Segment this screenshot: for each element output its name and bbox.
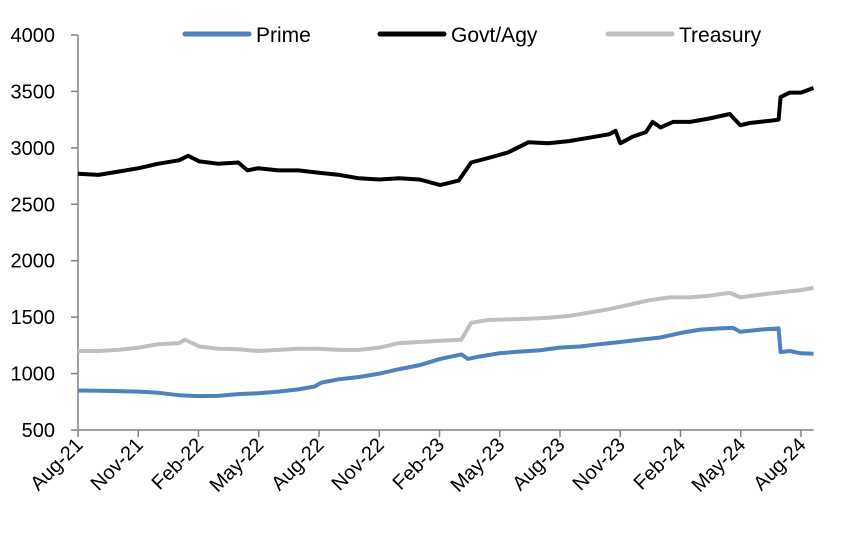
y-tick-label: 1000 (11, 364, 56, 386)
x-tick-label: Nov-22 (328, 434, 389, 495)
legend-label-prime: Prime (256, 24, 311, 47)
x-tick-label: Aug-22 (267, 434, 328, 495)
series-lines (77, 86, 815, 399)
series-line-prime (77, 325, 814, 399)
x-tick-label: May-22 (206, 434, 269, 497)
legend-label-govt-agy: Govt/Agy (451, 24, 538, 47)
x-tick-label: Feb-24 (630, 434, 690, 494)
y-tick-label: 4000 (11, 25, 56, 47)
series-line-govt-agy (77, 86, 815, 188)
x-tick-label: May-24 (688, 434, 751, 497)
x-tick-label: Nov-23 (569, 434, 630, 495)
x-tick-label: Nov-21 (87, 434, 148, 495)
x-tick-label: Aug-23 (508, 434, 569, 495)
series-line-treasury (78, 285, 814, 353)
x-tick-label: Aug-21 (26, 434, 87, 495)
x-tick-label: Feb-23 (389, 434, 449, 494)
legend: Prime Govt/Agy Treasury (182, 24, 762, 47)
y-tick-label: 2000 (11, 251, 56, 273)
y-tick-label: 2500 (11, 194, 56, 216)
legend-label-treasury: Treasury (679, 24, 762, 47)
y-tick-label: 3000 (11, 138, 56, 160)
x-tick-label: Feb-22 (148, 434, 208, 494)
x-tick-label: May-23 (447, 434, 510, 497)
y-tick-label: 1500 (11, 307, 56, 329)
y-tick-label: 500 (22, 420, 55, 442)
x-tick-label: Aug-24 (749, 434, 810, 495)
y-tick-label: 3500 (11, 81, 56, 103)
